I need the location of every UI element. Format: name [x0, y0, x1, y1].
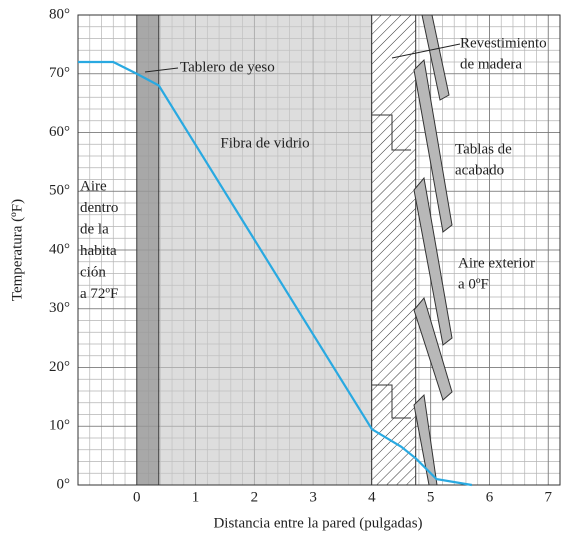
x-tick-label: 2: [251, 489, 259, 505]
fiberglass: [159, 15, 372, 485]
annotation: a 72ºF: [80, 286, 118, 302]
x-tick-label: 0: [133, 489, 141, 505]
annotation: dentro: [80, 200, 118, 216]
annotation: Aire exterior: [458, 255, 535, 271]
annotation: ción: [80, 264, 106, 280]
y-tick-label: 80°: [49, 6, 70, 22]
y-tick-label: 70°: [49, 65, 70, 81]
annotation: Revestimiento: [460, 35, 547, 51]
y-axis-label: Temperatura (ºF): [9, 199, 25, 301]
annotation: Tablero de yeso: [180, 59, 275, 75]
y-tick-label: 20°: [49, 359, 70, 375]
x-axis-label: Distancia entre la pared (pulgadas): [213, 515, 422, 531]
x-tick-label: 6: [486, 489, 494, 505]
x-tick-label: 1: [192, 489, 200, 505]
x-tick-label: 5: [427, 489, 435, 505]
x-tick-label: 3: [309, 489, 317, 505]
y-tick-label: 30°: [49, 300, 70, 316]
x-tick-label: 7: [544, 489, 552, 505]
annotation: habita: [80, 243, 117, 259]
y-tick-label: 0°: [57, 476, 71, 492]
annotation: a 0ºF: [458, 276, 489, 292]
y-tick-label: 50°: [49, 183, 70, 199]
annotation: de madera: [460, 56, 522, 72]
sheathing: [372, 15, 416, 485]
annotation: Tablas de: [455, 141, 512, 157]
y-tick-label: 10°: [49, 418, 70, 434]
y-tick-label: 60°: [49, 124, 70, 140]
chart: Distancia entre la pared (pulgadas) Temp…: [0, 0, 569, 543]
annotation: acabado: [455, 162, 504, 178]
annotation: Fibra de vidrio: [220, 135, 309, 151]
x-tick-label: 4: [368, 489, 376, 505]
annotation: Aire: [80, 178, 107, 194]
drywall: [137, 15, 159, 485]
y-tick-label: 40°: [49, 241, 70, 257]
annotation: de la: [80, 221, 109, 237]
